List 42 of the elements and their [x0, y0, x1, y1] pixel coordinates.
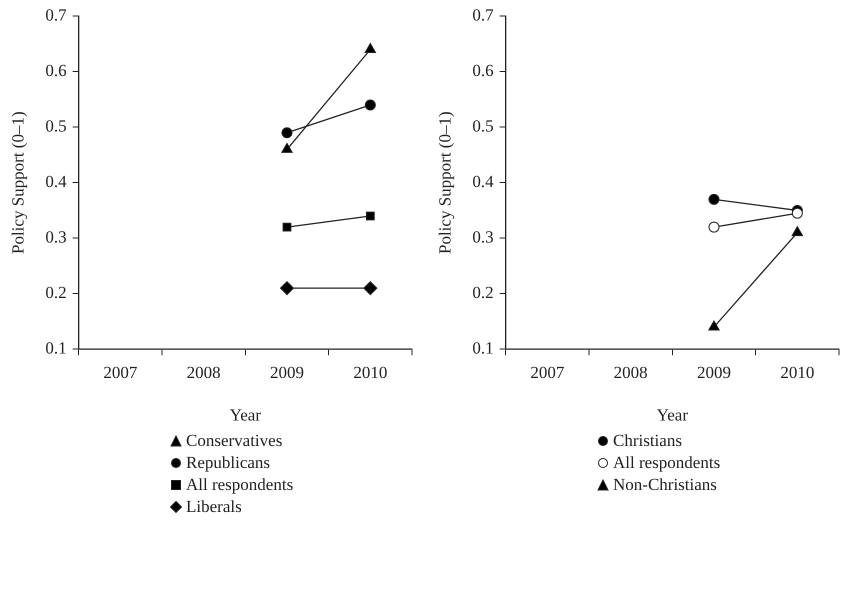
- point: [280, 281, 294, 296]
- legend-label: Republicans: [186, 453, 270, 473]
- x-tick-label: 2007: [103, 362, 138, 382]
- x-tick-label: 2008: [614, 362, 648, 382]
- legend-label: Conservatives: [186, 431, 282, 451]
- x-tick-label: 2009: [696, 362, 731, 382]
- y-tick-label: 0.6: [472, 61, 494, 80]
- x-tick-label: 2009: [270, 362, 304, 382]
- y-tick-label: 0.1: [45, 338, 67, 358]
- y-tick-label: 0.7: [472, 6, 494, 25]
- y-axis-title: Policy Support (0–1): [8, 111, 28, 254]
- y-tick-label: 0.2: [45, 283, 67, 302]
- legend-label: All respondents: [613, 453, 720, 473]
- x-tick-label: 2010: [353, 362, 388, 382]
- legend-label: Non-Christians: [613, 475, 717, 495]
- point: [366, 212, 375, 220]
- y-tick-label: 0.4: [45, 172, 68, 192]
- y-tick-label: 0.4: [472, 172, 494, 192]
- x-tick-label: 2007: [530, 362, 565, 382]
- legend-label: Christians: [613, 431, 682, 451]
- y-tick-label: 0.5: [45, 116, 67, 136]
- y-tick-label: 0.6: [45, 61, 67, 80]
- point: [282, 222, 292, 232]
- point: [708, 222, 720, 233]
- y-tick-label: 0.1: [472, 338, 494, 358]
- point: [364, 100, 376, 110]
- y-tick-label: 0.3: [472, 228, 494, 247]
- legend-label: All respondents: [186, 475, 294, 495]
- x-tick-label: 2010: [780, 362, 814, 382]
- point: [281, 127, 292, 138]
- y-tick-label: 0.5: [472, 116, 494, 136]
- x-axis-title: Year: [230, 405, 262, 424]
- y-tick-label: 0.3: [45, 228, 67, 247]
- x-tick-label: 2008: [186, 362, 221, 382]
- point: [708, 194, 720, 205]
- y-tick-label: 0.2: [472, 283, 494, 302]
- point: [363, 281, 378, 296]
- x-axis-title: Year: [656, 405, 688, 424]
- legend-label: Liberals: [186, 497, 242, 517]
- y-axis-title: Policy Support (0–1): [436, 111, 455, 254]
- point: [792, 208, 803, 219]
- y-tick-label: 0.7: [45, 6, 68, 25]
